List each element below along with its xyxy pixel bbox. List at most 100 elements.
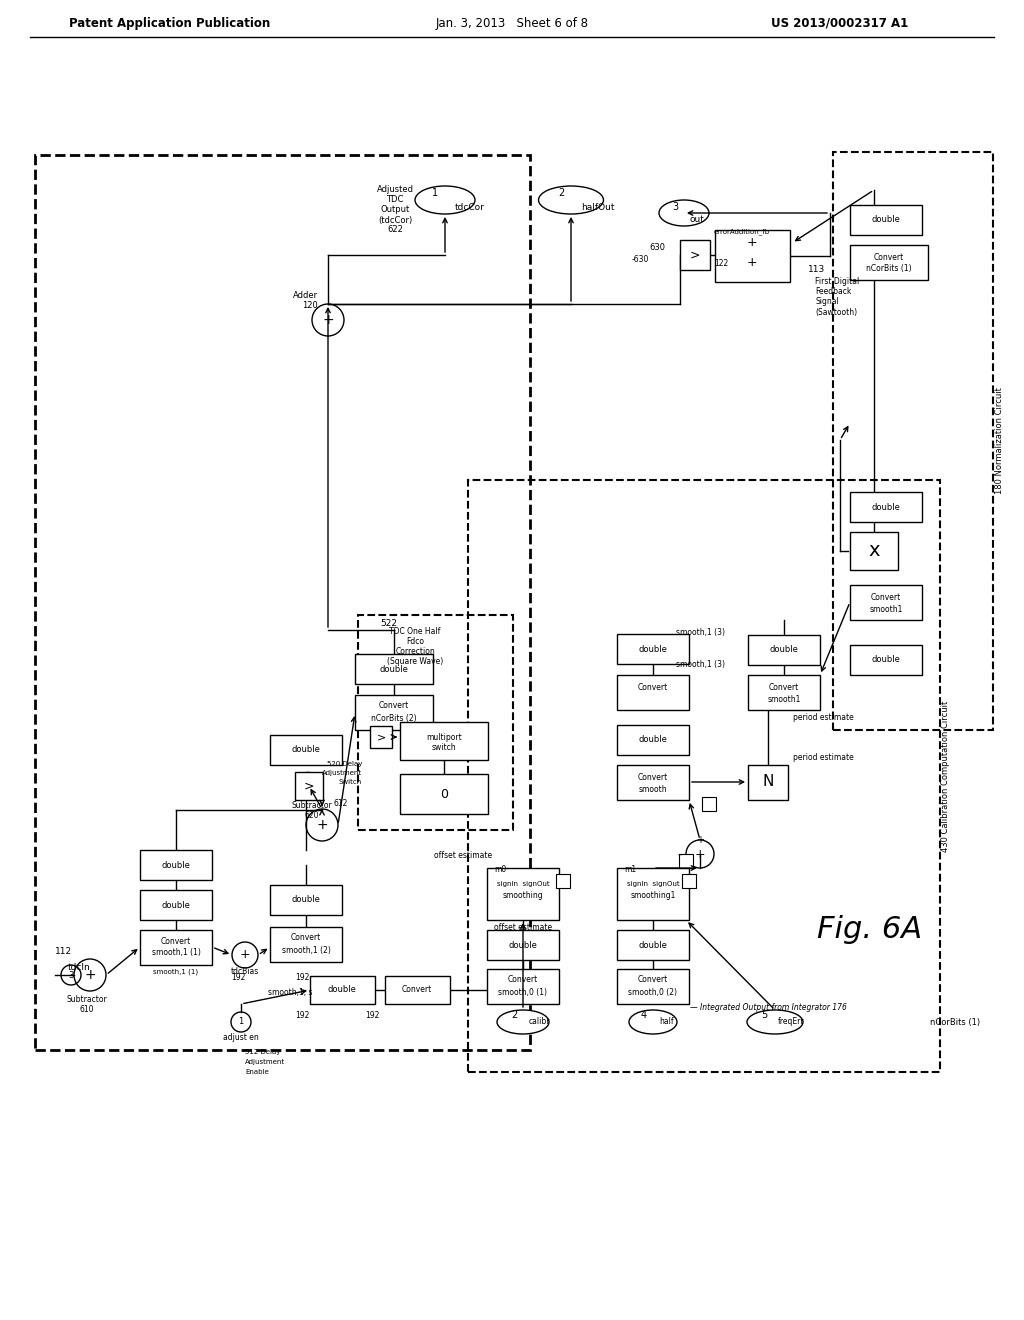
Text: adjust en: adjust en (223, 1034, 259, 1043)
Bar (617, 725, 689, 755)
Ellipse shape (539, 186, 603, 214)
Bar (702, 797, 716, 810)
Text: smoothing: smoothing (503, 891, 544, 900)
Text: double: double (292, 895, 321, 904)
Text: double: double (162, 861, 190, 870)
Bar (355, 653, 433, 684)
Text: 192: 192 (230, 974, 245, 982)
Bar (850, 532, 898, 570)
Bar (140, 931, 212, 965)
Bar (270, 927, 342, 962)
Text: 1: 1 (239, 1018, 244, 1027)
Text: +: + (746, 256, 758, 268)
Text: Subtractor: Subtractor (67, 995, 108, 1005)
Text: switch: switch (432, 743, 457, 752)
Text: double: double (292, 746, 321, 755)
Text: 180 Normalization Circuit: 180 Normalization Circuit (995, 388, 1005, 495)
Text: +: + (84, 968, 96, 982)
Text: Adjusted: Adjusted (377, 186, 414, 194)
Bar (370, 726, 392, 748)
Text: double: double (380, 664, 409, 673)
Text: Feedback: Feedback (815, 288, 851, 297)
Bar (468, 480, 940, 1072)
Text: errorAddition_fb: errorAddition_fb (714, 228, 770, 235)
Text: 192: 192 (295, 1011, 309, 1020)
Text: 430 Calibration Computation Circuit: 430 Calibration Computation Circuit (941, 701, 950, 851)
Text: Signal: Signal (815, 297, 839, 306)
Bar (617, 869, 689, 920)
Bar (355, 696, 433, 730)
Bar (850, 645, 922, 675)
Text: double: double (639, 735, 668, 744)
Text: >: > (304, 780, 314, 792)
Bar (748, 675, 820, 710)
Text: smooth1: smooth1 (869, 605, 903, 614)
Text: tdcIn: tdcIn (68, 964, 91, 973)
Text: double: double (639, 644, 668, 653)
Text: 5: 5 (761, 1010, 767, 1020)
Text: Switch: Switch (339, 779, 362, 785)
Text: double: double (871, 215, 900, 224)
Text: Subtractor: Subtractor (292, 800, 333, 809)
Bar (679, 854, 693, 869)
Text: double: double (871, 503, 900, 511)
Bar (682, 874, 696, 888)
Bar (850, 246, 928, 280)
Text: offset estimate: offset estimate (434, 850, 493, 859)
Text: Convert: Convert (161, 936, 191, 945)
Bar (385, 975, 450, 1005)
Bar (270, 884, 342, 915)
Text: (Square Wave): (Square Wave) (387, 657, 443, 667)
Text: Convert: Convert (873, 252, 904, 261)
Bar (680, 240, 710, 271)
Text: smooth,1, s: smooth,1, s (267, 987, 312, 997)
Bar (617, 634, 689, 664)
Bar (295, 772, 323, 800)
Text: tdcBias: tdcBias (230, 968, 259, 977)
Ellipse shape (746, 1010, 803, 1034)
Text: period estimate: period estimate (793, 754, 854, 763)
Bar (140, 890, 212, 920)
Text: 120: 120 (302, 301, 318, 309)
Text: Convert: Convert (870, 593, 901, 602)
Text: smooth,0 (1): smooth,0 (1) (499, 987, 548, 997)
Text: 192: 192 (295, 974, 309, 982)
Text: 2: 2 (511, 1010, 517, 1020)
Bar (617, 675, 689, 710)
Text: double: double (770, 645, 799, 655)
Ellipse shape (629, 1010, 677, 1034)
Text: smooth,1 (1): smooth,1 (1) (152, 949, 201, 957)
Bar (310, 975, 375, 1005)
Text: Correction: Correction (395, 648, 435, 656)
Text: First Digital: First Digital (815, 277, 859, 286)
Text: smooth,0 (2): smooth,0 (2) (629, 987, 678, 997)
Text: Enable: Enable (245, 1069, 268, 1074)
Text: Convert: Convert (508, 975, 539, 985)
Text: 630: 630 (649, 243, 665, 252)
Text: Jan. 3, 2013   Sheet 6 of 8: Jan. 3, 2013 Sheet 6 of 8 (435, 16, 589, 29)
Text: N: N (762, 775, 774, 789)
Text: 512 Delay: 512 Delay (245, 1049, 281, 1055)
Text: smooth: smooth (639, 784, 668, 793)
Bar (617, 931, 689, 960)
Bar (850, 585, 922, 620)
Text: 122: 122 (714, 260, 728, 268)
Text: smooth,1 (2): smooth,1 (2) (282, 945, 331, 954)
Text: 4: 4 (641, 1010, 647, 1020)
Text: Convert: Convert (769, 682, 799, 692)
Text: smooth,1 (1): smooth,1 (1) (154, 969, 199, 975)
Text: period estimate: period estimate (793, 714, 854, 722)
Text: Patent Application Publication: Patent Application Publication (70, 16, 270, 29)
Bar (715, 230, 790, 282)
Text: nCorBits (1): nCorBits (1) (866, 264, 911, 273)
Text: +: + (694, 847, 706, 861)
Text: 2: 2 (558, 187, 564, 198)
Text: 3: 3 (69, 970, 74, 979)
Text: multiport: multiport (426, 733, 462, 742)
Text: 520 Delay: 520 Delay (327, 762, 362, 767)
Text: -: - (678, 849, 682, 863)
Text: 522: 522 (380, 619, 397, 627)
Text: US 2013/0002317 A1: US 2013/0002317 A1 (771, 16, 908, 29)
Text: 0: 0 (440, 788, 449, 800)
Bar (850, 492, 922, 521)
